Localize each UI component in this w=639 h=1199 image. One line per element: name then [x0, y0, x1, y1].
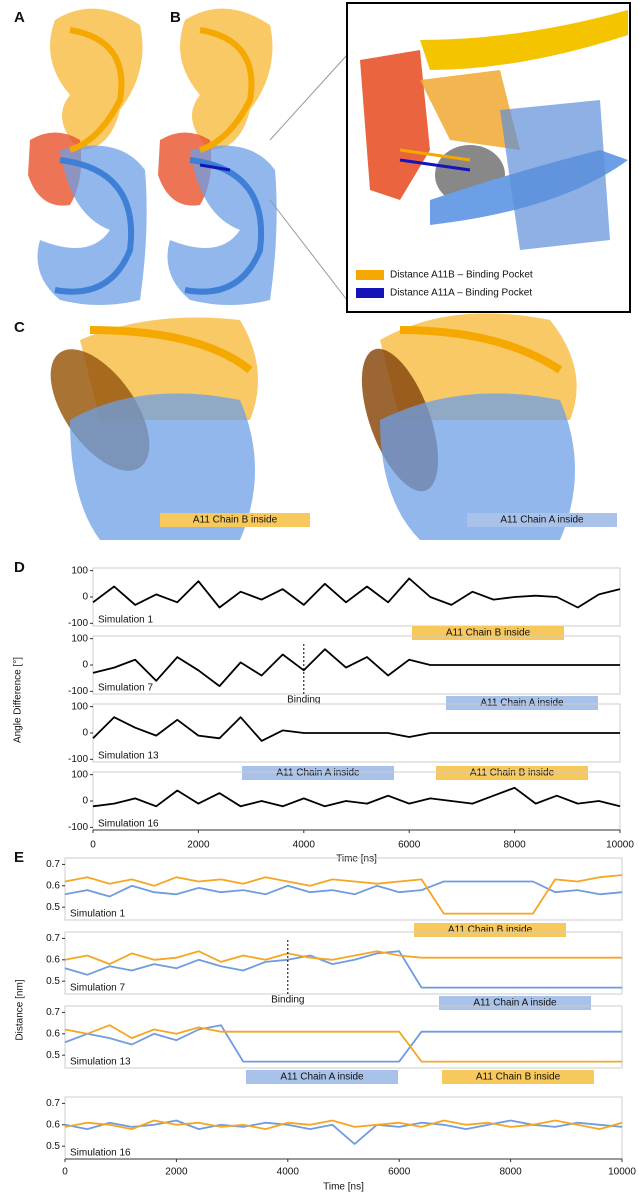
- y-tick-label: 0.7: [46, 859, 60, 870]
- x-tick-label: 0: [62, 1167, 68, 1178]
- simulation-label: Simulation 7: [98, 683, 153, 694]
- simulation-label: Simulation 13: [70, 1057, 131, 1068]
- simulation-label: Simulation 16: [98, 819, 159, 830]
- y-tick-label: 0.7: [46, 1007, 60, 1018]
- label-box: [436, 766, 588, 780]
- x-tick-label: 10000: [606, 840, 634, 851]
- molecule-c: [50, 313, 577, 540]
- label-box: [442, 1070, 594, 1084]
- data-line: [64, 1119, 623, 1130]
- x-tick-label: 8000: [503, 840, 526, 851]
- x-tick-label: 0: [90, 840, 96, 851]
- y-tick-label: 0.6: [46, 1119, 60, 1130]
- x-axis-label: Time [ns]: [323, 1182, 364, 1193]
- simulation-label: Simulation 13: [98, 751, 159, 762]
- label-box: [246, 1070, 398, 1084]
- plot-frame: [64, 1096, 623, 1160]
- y-tick-label: 0.5: [46, 902, 60, 913]
- data-line: [64, 950, 622, 989]
- data-line: [64, 1024, 622, 1063]
- label-text: A11 Chain B inside: [193, 515, 278, 526]
- x-tick-label: 4000: [293, 840, 316, 851]
- y-tick-label: -100: [68, 686, 88, 697]
- label-text: A11 Chain B inside: [448, 925, 533, 936]
- legend-label: Distance A11B – Binding Pocket: [390, 270, 533, 281]
- plot-frame: [64, 931, 623, 995]
- y-tick-label: -100: [68, 822, 88, 833]
- y-tick-label: 0: [82, 796, 88, 807]
- y-tick-label: 0.7: [46, 933, 60, 944]
- label-text: A11 Chain B inside: [476, 1072, 561, 1083]
- x-tick-label: 4000: [277, 1167, 300, 1178]
- zoom-inset: [269, 2, 631, 313]
- y-axis-label: Distance [nm]: [15, 979, 26, 1040]
- label-text: A11 Chain A inside: [280, 1072, 364, 1083]
- data-line: [64, 1024, 622, 1063]
- y-tick-label: 0.6: [46, 880, 60, 891]
- label-box: [242, 766, 394, 780]
- label-text: A11 Chain A inside: [500, 515, 584, 526]
- simulation-label: Simulation 7: [70, 983, 125, 994]
- data-line: [92, 716, 620, 742]
- y-tick-label: 0: [82, 660, 88, 671]
- x-tick-label: 10000: [608, 1167, 636, 1178]
- label-box: [467, 513, 617, 527]
- x-tick-label: 8000: [499, 1167, 522, 1178]
- label-box: [446, 696, 598, 710]
- y-tick-label: 0: [82, 728, 88, 739]
- y-tick-label: 0.5: [46, 1050, 60, 1061]
- simulation-label: Simulation 1: [70, 909, 125, 920]
- panel-label: C: [14, 319, 25, 336]
- plot-frame: [64, 1005, 623, 1069]
- data-line: [64, 874, 623, 915]
- label-box: [160, 513, 310, 527]
- y-tick-label: 0.6: [46, 1028, 60, 1039]
- label-text: A11 Chain A inside: [276, 768, 360, 779]
- data-line: [64, 950, 622, 965]
- legend-swatch: [356, 270, 384, 280]
- y-tick-label: 100: [71, 769, 88, 780]
- x-tick-label: 2000: [187, 840, 210, 851]
- y-tick-label: 0.7: [46, 1098, 60, 1109]
- y-tick-label: 100: [71, 565, 88, 576]
- x-tick-label: 6000: [388, 1167, 411, 1178]
- data-line: [92, 786, 621, 808]
- panel-label: A: [14, 9, 25, 26]
- data-line: [64, 1119, 623, 1145]
- data-line: [64, 880, 623, 898]
- x-axis-label: Time [ns]: [336, 854, 377, 865]
- label-text: A11 Chain B inside: [470, 768, 555, 779]
- plot-frame: [64, 857, 623, 921]
- y-tick-label: 0.5: [46, 1141, 60, 1152]
- event-label: Binding: [271, 995, 304, 1006]
- legend-label: Distance A11A – Binding Pocket: [390, 288, 532, 299]
- x-tick-label: 6000: [398, 840, 421, 851]
- y-tick-label: 0.6: [46, 954, 60, 965]
- y-axis-label: Angle Difference [°]: [13, 657, 24, 743]
- y-tick-label: 100: [71, 701, 88, 712]
- label-box: [414, 923, 566, 937]
- event-label: Binding: [287, 695, 320, 706]
- y-tick-label: 0.5: [46, 976, 60, 987]
- label-text: A11 Chain A inside: [473, 998, 557, 1009]
- simulation-label: Simulation 1: [98, 615, 153, 626]
- label-text: A11 Chain A inside: [480, 698, 564, 709]
- y-tick-label: -100: [68, 618, 88, 629]
- data-line: [92, 577, 621, 609]
- panel-label: B: [170, 9, 181, 26]
- y-tick-label: -100: [68, 754, 88, 765]
- panel-label: D: [14, 559, 25, 576]
- molecule-a: [28, 8, 147, 305]
- legend-swatch: [356, 288, 384, 298]
- y-tick-label: 0: [82, 592, 88, 603]
- label-text: A11 Chain B inside: [446, 628, 531, 639]
- panel-label: E: [14, 849, 24, 866]
- x-tick-label: 2000: [165, 1167, 188, 1178]
- y-tick-label: 100: [71, 633, 88, 644]
- simulation-label: Simulation 16: [70, 1148, 131, 1159]
- molecule-b: [158, 8, 277, 305]
- data-line: [92, 648, 620, 687]
- plot-frame: [92, 567, 621, 627]
